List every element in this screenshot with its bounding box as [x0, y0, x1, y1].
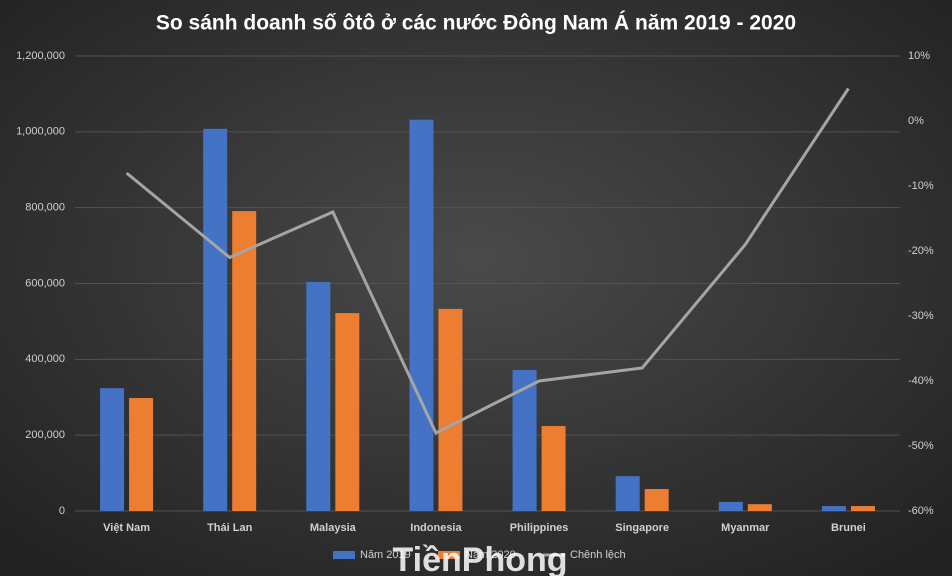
bar	[747, 504, 772, 511]
y2-tick-label: -10%	[908, 180, 934, 192]
legend-label: Năm 2019	[360, 549, 411, 561]
x-tick-label: Myanmar	[721, 522, 770, 534]
y-tick-label: 800,000	[25, 202, 65, 214]
bar	[100, 388, 125, 511]
x-tick-label: Philippines	[510, 522, 569, 534]
bar	[718, 501, 743, 511]
y2-tick-label: -20%	[908, 245, 934, 257]
bar	[644, 489, 669, 511]
line	[125, 87, 850, 436]
x-tick-label: Việt Nam	[103, 522, 150, 534]
bar	[129, 398, 154, 511]
y-tick-label: 1,000,000	[16, 126, 65, 138]
watermark: TiềnPhong	[392, 541, 567, 576]
bar	[615, 476, 640, 511]
x-tick-label: Singapore	[615, 522, 669, 534]
y2-tick-label: 0%	[908, 115, 924, 127]
legend-label: Năm 2020	[465, 549, 516, 561]
bar	[335, 313, 360, 511]
legend-label: Chênh lệch	[570, 549, 626, 561]
legend-swatch	[438, 551, 460, 559]
y-tick-label: 0	[59, 505, 65, 517]
bar	[821, 506, 846, 511]
legend-swatch	[333, 551, 355, 559]
bar	[203, 128, 228, 512]
y2-tick-label: -50%	[908, 440, 934, 452]
y2-tick-label: -40%	[908, 375, 934, 387]
bar	[850, 506, 875, 511]
bar	[438, 308, 463, 511]
y-tick-label: 600,000	[25, 277, 65, 289]
y-tick-label: 200,000	[25, 429, 65, 441]
bar	[232, 211, 257, 511]
y2-tick-label: 10%	[908, 50, 930, 62]
y2-tick-label: -30%	[908, 310, 934, 322]
bar	[306, 281, 331, 511]
bar	[409, 119, 434, 511]
x-tick-label: Malaysia	[310, 522, 357, 534]
x-tick-label: Indonesia	[410, 522, 462, 534]
bar	[541, 426, 566, 511]
x-tick-label: Brunei	[831, 522, 866, 534]
y2-tick-label: -60%	[908, 505, 934, 517]
chart-title: So sánh doanh số ôtô ở các nước Đông Nam…	[156, 12, 796, 35]
y-tick-label: 1,200,000	[16, 50, 65, 62]
y-tick-label: 400,000	[25, 353, 65, 365]
x-tick-label: Thái Lan	[207, 522, 253, 534]
